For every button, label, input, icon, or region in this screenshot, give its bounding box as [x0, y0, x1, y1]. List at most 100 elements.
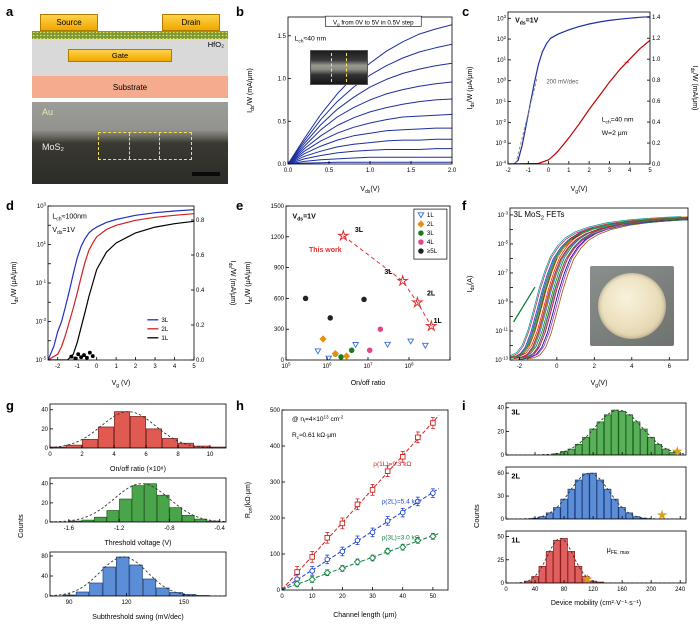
svg-text:Ids/W (μA/μm): Ids/W (μA/μm) — [11, 262, 20, 305]
svg-text:0.0: 0.0 — [278, 162, 287, 168]
wafer-image — [598, 273, 666, 339]
svg-text:W=2 μm: W=2 μm — [602, 130, 628, 137]
svg-text:0.5: 0.5 — [278, 119, 287, 125]
svg-text:2: 2 — [80, 452, 84, 458]
svg-text:10: 10 — [309, 594, 316, 600]
svg-text:200 mV/dec: 200 mV/dec — [546, 79, 578, 85]
svg-text:3L: 3L — [161, 317, 168, 324]
svg-text:6: 6 — [668, 364, 672, 370]
svg-text:300: 300 — [274, 327, 285, 333]
svg-text:Subthreshold swing (mV/dec): Subthreshold swing (mV/dec) — [92, 614, 183, 621]
svg-text:10-2: 10-2 — [495, 118, 506, 126]
svg-text:160: 160 — [617, 587, 628, 593]
svg-text:200: 200 — [270, 516, 281, 522]
highlight-dashed-box — [98, 132, 192, 160]
svg-text:30: 30 — [497, 494, 504, 500]
svg-text:500: 500 — [270, 408, 281, 414]
panel-letter-c: c — [462, 4, 470, 19]
svg-text:20: 20 — [497, 429, 504, 435]
svg-text:1.4: 1.4 — [652, 15, 661, 21]
hfo2-dielectric: HfO₂ Gate — [32, 39, 228, 76]
svg-text:1500: 1500 — [271, 204, 285, 210]
svg-text:101: 101 — [497, 56, 507, 64]
svg-text:102: 102 — [497, 35, 507, 43]
svg-text:50: 50 — [430, 594, 437, 600]
svg-text:4L: 4L — [427, 239, 434, 246]
svg-text:→: → — [622, 56, 631, 66]
svg-text:0: 0 — [280, 594, 284, 600]
svg-text:0.2: 0.2 — [196, 323, 205, 329]
svg-text:3L: 3L — [355, 227, 364, 234]
svg-text:ρ(1L)=9.3 kΩ: ρ(1L)=9.3 kΩ — [373, 461, 411, 468]
au-label: Au — [42, 107, 54, 117]
source-electrode: Source — [40, 14, 98, 31]
substrate-layer: Substrate — [32, 76, 228, 98]
svg-text:Device mobility (cm²·V⁻¹·s⁻¹): Device mobility (cm²·V⁻¹·s⁻¹) — [551, 600, 641, 607]
svg-text:0: 0 — [504, 587, 508, 593]
svg-text:10-5: 10-5 — [35, 356, 46, 364]
svg-text:3L: 3L — [384, 269, 393, 276]
svg-text:-2: -2 — [55, 364, 61, 370]
svg-text:2L: 2L — [161, 326, 168, 333]
svg-text:μFE, max: μFE, max — [607, 547, 630, 556]
svg-text:0.8: 0.8 — [652, 78, 661, 84]
svg-text:0: 0 — [281, 358, 285, 364]
svg-text:This work: This work — [309, 247, 342, 254]
svg-text:10-1: 10-1 — [495, 97, 506, 105]
svg-text:Vds=1V: Vds=1V — [52, 227, 75, 236]
svg-text:240: 240 — [675, 587, 686, 593]
svg-text:Ids(A): Ids(A) — [467, 276, 476, 293]
hfo2-label: HfO₂ — [207, 40, 224, 49]
source-label: Source — [56, 18, 82, 27]
svg-text:1: 1 — [114, 364, 118, 370]
svg-text:3: 3 — [153, 364, 157, 370]
svg-text:5: 5 — [648, 168, 652, 174]
chart-i-3l-mobility-histogram: 0 20 40 3L — [497, 402, 687, 459]
chart-g-onoff-histogram: 0 2 4 6 8 10 0 20 40 On/off ratio (×10⁸) — [41, 403, 227, 473]
svg-text:20: 20 — [339, 594, 346, 600]
svg-text:Rc≈0.61 kΩ·μm: Rc≈0.61 kΩ·μm — [292, 432, 337, 440]
svg-text:103: 103 — [497, 14, 507, 22]
svg-text:108: 108 — [404, 362, 414, 370]
svg-text:10-13: 10-13 — [495, 356, 509, 364]
panel-i: i 0 20 40 3L 0 30 60 2L 0 40 80 120 160 200 240 0 25 50… — [462, 398, 698, 624]
svg-text:3L MoS2 FETs: 3L MoS2 FETs — [514, 210, 565, 221]
svg-text:0.6: 0.6 — [196, 253, 205, 259]
panel-letter-a: a — [6, 4, 14, 19]
panel-letter-g: g — [6, 398, 14, 413]
svg-text:Vds=1V: Vds=1V — [293, 213, 317, 222]
counts-axis-label: Counts — [472, 504, 481, 528]
svg-text:-2: -2 — [517, 364, 523, 370]
svg-text:10-3: 10-3 — [35, 317, 46, 325]
panel-c: c -2 -1 0 1 2 3 4 5 10-4 10-3 10-2 10-1 100 101 102 103… — [462, 4, 698, 198]
panel-f: f -2 0 2 4 6 10-13 10-11 10-9 10-7 10-5 10-3 Vg(V) I… — [462, 198, 698, 390]
svg-text:0: 0 — [95, 364, 99, 370]
svg-text:Vg (V): Vg (V) — [112, 380, 131, 389]
svg-text:1L: 1L — [427, 212, 434, 219]
svg-text:600: 600 — [274, 296, 285, 302]
svg-text:300: 300 — [270, 480, 281, 486]
panel-letter-e: e — [236, 198, 244, 213]
svg-text:0: 0 — [45, 520, 49, 526]
svg-text:900: 900 — [274, 266, 285, 272]
svg-text:0.0: 0.0 — [652, 162, 661, 168]
svg-text:25: 25 — [497, 558, 504, 564]
svg-text:Ids/W (μA/μm): Ids/W (μA/μm) — [467, 67, 476, 110]
svg-text:40: 40 — [399, 594, 406, 600]
panel-letter-i: i — [462, 398, 466, 413]
svg-text:10-3: 10-3 — [497, 211, 508, 219]
svg-text:80: 80 — [41, 554, 48, 560]
sem-inset-image — [310, 50, 368, 85]
svg-text:1.5: 1.5 — [278, 34, 287, 40]
svg-text:0.5: 0.5 — [325, 168, 334, 174]
chart-f-device-statistics: -2 0 2 4 6 10-13 10-11 10-9 10-7 10-5 10-3 Vg(V) Ids… — [467, 207, 689, 389]
svg-text:120: 120 — [588, 587, 599, 593]
svg-text:Ids/W (mA/μm): Ids/W (mA/μm) — [689, 66, 698, 111]
svg-text:3L: 3L — [427, 230, 434, 237]
svg-text:Channel length (μm): Channel length (μm) — [333, 612, 397, 619]
svg-text:ρ(2L)=5.4 kΩ: ρ(2L)=5.4 kΩ — [382, 499, 420, 506]
channel-marker-line — [346, 53, 347, 82]
svg-text:Ron(kΩ·μm): Ron(kΩ·μm) — [245, 482, 254, 518]
svg-text:0: 0 — [501, 581, 505, 587]
svg-text:10-4: 10-4 — [495, 160, 506, 168]
